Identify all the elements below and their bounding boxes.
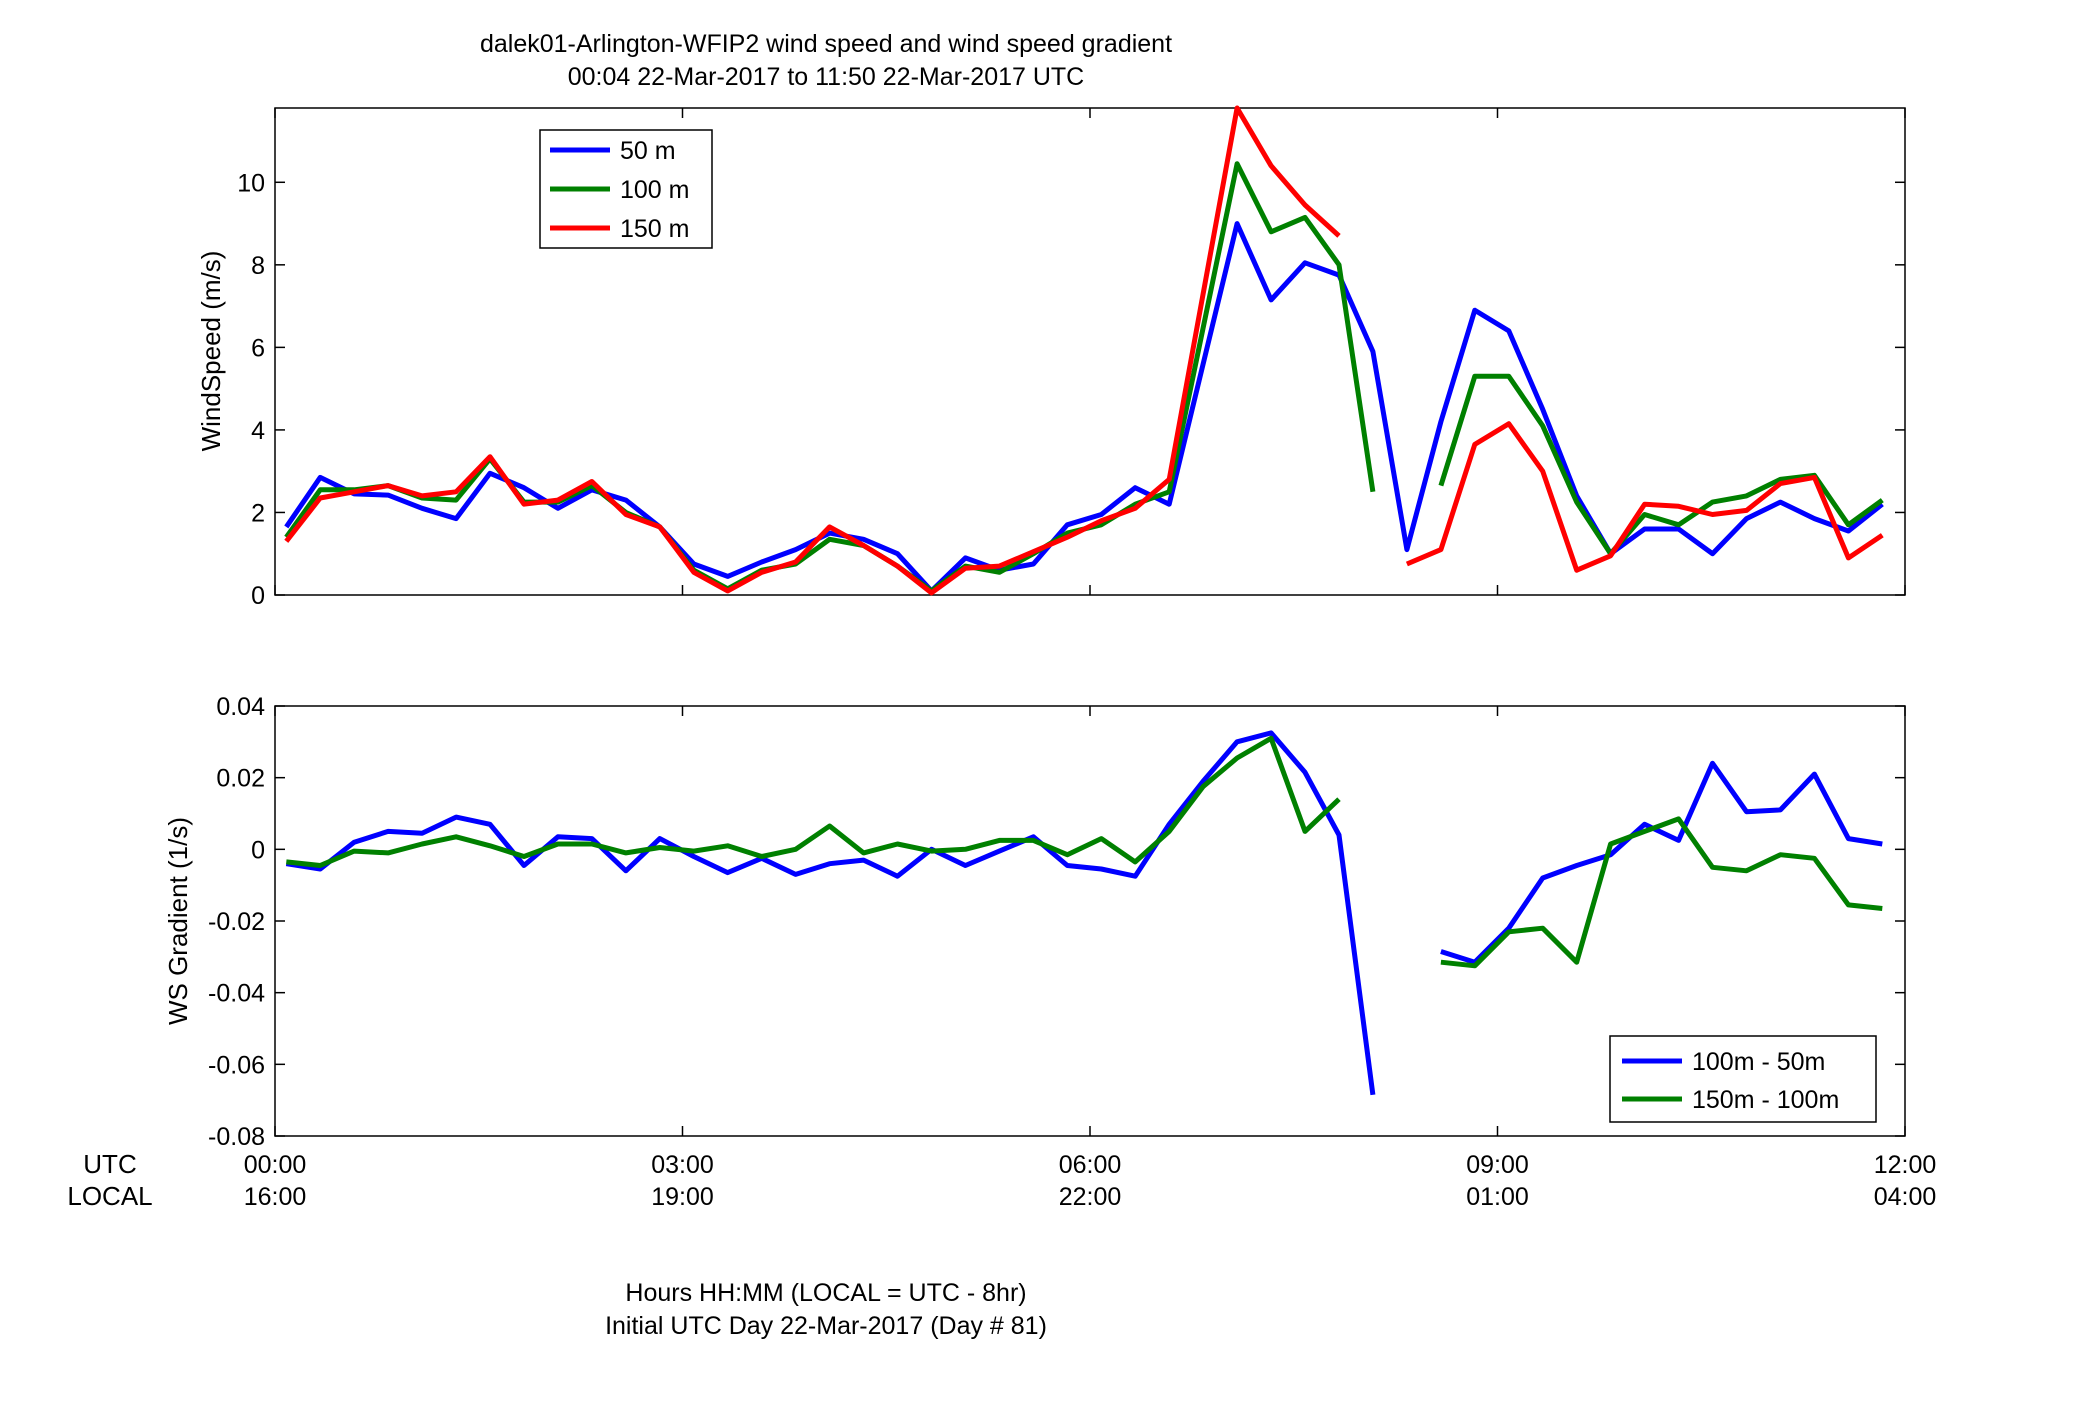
x-tick-label-utc: 06:00 (1059, 1151, 1122, 1179)
series-line-150m-100m (286, 735, 1341, 868)
x-tick-label-local: 01:00 (1466, 1183, 1529, 1211)
gradient-panel: -0.08 -0.06 -0.04 -0.02 0 0.02 0.04 WS Gradien… (163, 693, 1906, 1151)
gradient-y-axis-label: WS Gradient (1/s) (163, 817, 193, 1025)
x-axis-label-line2: Initial UTC Day 22-Mar-2017 (Day # 81) (605, 1312, 1047, 1340)
y-tick-label: 6 (251, 334, 265, 362)
legend-label-50m: 50 m (620, 137, 676, 165)
figure-title-line1: dalek01-Arlington-WFIP2 wind speed and w… (480, 30, 1172, 58)
y-tick-label: -0.04 (208, 980, 265, 1008)
x-axis-label-line1: Hours HH:MM (LOCAL = UTC - 8hr) (625, 1279, 1026, 1307)
utc-row-label: UTC (83, 1149, 136, 1179)
y-tick-label: 0 (251, 836, 265, 864)
x-tick-label-utc: 09:00 (1466, 1151, 1529, 1179)
gradient-ticks: -0.08 -0.06 -0.04 -0.02 0 0.02 0.04 (208, 693, 1906, 1151)
y-tick-label: 10 (237, 169, 265, 197)
y-tick-label: -0.08 (208, 1123, 265, 1151)
windspeed-y-axis-label: WindSpeed (m/s) (196, 251, 226, 452)
y-tick-label: -0.06 (208, 1051, 265, 1079)
y-tick-label: 2 (251, 499, 265, 527)
legend-label-150m: 150 m (620, 215, 689, 243)
windspeed-ticks: 0 2 4 6 8 10 (237, 108, 1906, 610)
series-line-150-m (284, 105, 1341, 596)
y-tick-label: 8 (251, 252, 265, 280)
x-tick-label-local: 22:00 (1059, 1183, 1122, 1211)
gradient-series-lines (285, 730, 1883, 1096)
series-line-100m-50m (285, 730, 1376, 1096)
series-line-150m-100m (1440, 816, 1883, 969)
x-tick-labels: 00:00 16:00 03:00 19:00 06:00 22:00 09:00 01:00… (244, 1151, 1937, 1211)
series-line-100m-50m (1440, 760, 1883, 965)
y-tick-label: 0.04 (216, 693, 265, 721)
y-tick-label: 4 (251, 417, 265, 445)
x-tick-label-local: 19:00 (651, 1183, 714, 1211)
x-tick-label-utc: 00:00 (244, 1151, 307, 1179)
series-line-100-m (284, 161, 1376, 594)
figure-title-line2: 00:04 22-Mar-2017 to 11:50 22-Mar-2017 U… (568, 63, 1084, 91)
windspeed-panel: 0 2 4 6 8 10 WindSpeed (m/s) 50 m 100 m 150 m (196, 105, 1906, 610)
legend-label-100m: 100 m (620, 176, 689, 204)
local-row-label: LOCAL (67, 1181, 152, 1211)
y-tick-label: -0.02 (208, 908, 265, 936)
x-tick-label-local: 16:00 (244, 1183, 307, 1211)
x-tick-label-utc: 03:00 (651, 1151, 714, 1179)
series-line-150-m (1405, 421, 1884, 573)
legend-label-150m-100m: 150m - 100m (1692, 1086, 1839, 1114)
legend-label-100m-50m: 100m - 50m (1692, 1048, 1825, 1076)
windspeed-series-lines (284, 105, 1884, 596)
gradient-legend-box (1609, 1035, 1877, 1123)
y-tick-label: 0 (251, 582, 265, 610)
x-tick-label-local: 04:00 (1874, 1183, 1937, 1211)
y-tick-label: 0.02 (216, 765, 265, 793)
windspeed-legend: 50 m 100 m 150 m (539, 129, 713, 249)
gradient-legend: 100m - 50m 150m - 100m (1609, 1035, 1877, 1123)
x-tick-label-utc: 12:00 (1874, 1151, 1937, 1179)
